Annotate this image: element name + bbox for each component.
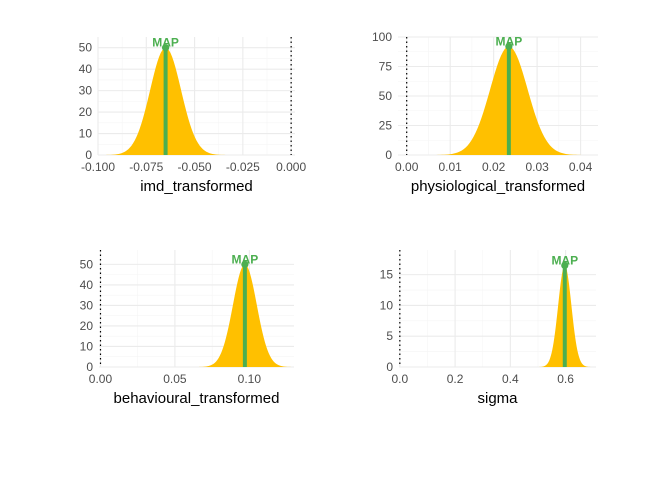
y-tick-label: 50: [79, 41, 93, 55]
x-tick-label: 0.04: [569, 160, 593, 174]
map-point: [241, 260, 249, 268]
y-tick-label: 0: [386, 360, 393, 374]
x-tick-label: -0.075: [129, 160, 163, 174]
x-tick-label: 0.6: [557, 372, 574, 386]
x-tick-label: -0.050: [178, 160, 212, 174]
y-tick-label: 10: [380, 298, 394, 312]
y-tick-label: 50: [379, 89, 393, 103]
x-tick-label: 0.4: [502, 372, 519, 386]
x-axis-title: behavioural_transformed: [114, 390, 280, 407]
y-tick-label: 30: [79, 84, 93, 98]
y-tick-label: 50: [80, 257, 94, 271]
y-tick-label: 75: [379, 60, 393, 74]
panel-2: MAP 0.00 0.01 0.02 0.03 0.04 0 25 50 75 100 physiol…: [372, 30, 598, 195]
x-tick-label: 0.00: [395, 160, 419, 174]
map-point: [561, 261, 569, 269]
y-tick-label: 5: [386, 329, 393, 343]
map-label: MAP: [232, 252, 259, 266]
x-axis-title: physiological_transformed: [411, 178, 585, 195]
y-tick-label: 25: [379, 119, 393, 133]
x-tick-label: 0.2: [447, 372, 464, 386]
y-tick-label: 10: [79, 127, 93, 141]
x-tick-label: 0.05: [163, 372, 187, 386]
x-tick-label: 0.03: [525, 160, 549, 174]
y-tick-label: 10: [80, 339, 94, 353]
map-label: MAP: [152, 36, 179, 50]
panel-4: MAP 0.0 0.2 0.4 0.6 0 5 10 15 sigma: [380, 250, 596, 407]
x-axis-title: sigma: [477, 390, 518, 407]
x-tick-label: -0.025: [226, 160, 260, 174]
panel-3: MAP 0.00 0.05 0.10 0 10 20 30 40 50 behavioural_tr…: [80, 250, 295, 407]
y-tick-label: 0: [86, 360, 93, 374]
y-tick-label: 40: [80, 278, 94, 292]
y-tick-label: 100: [372, 30, 392, 44]
y-tick-label: 40: [79, 62, 93, 76]
x-tick-label: 0.10: [238, 372, 262, 386]
y-tick-label: 0: [85, 148, 92, 162]
map-point: [161, 44, 170, 52]
y-tick-label: 20: [79, 105, 93, 119]
y-tick-label: 0: [385, 148, 392, 162]
map-label: MAP: [496, 34, 523, 48]
x-tick-label: 0.02: [482, 160, 506, 174]
map-label: MAP: [551, 253, 578, 267]
map-point: [505, 42, 513, 51]
y-tick-label: 20: [80, 319, 94, 333]
x-tick-label: 0.00: [89, 372, 113, 386]
x-tick-label: 0.01: [438, 160, 462, 174]
y-tick-label: 30: [80, 298, 94, 312]
y-tick-label: 15: [380, 268, 394, 282]
x-tick-label: 0.0: [391, 372, 408, 386]
x-tick-label: 0.000: [276, 160, 306, 174]
panel-1: MAP -0.100 -0.075 -0.050 -0.025 0.000 0 10 20 30 4…: [79, 36, 307, 195]
x-tick-label: -0.100: [81, 160, 115, 174]
x-axis-title: imd_transformed: [140, 178, 253, 195]
